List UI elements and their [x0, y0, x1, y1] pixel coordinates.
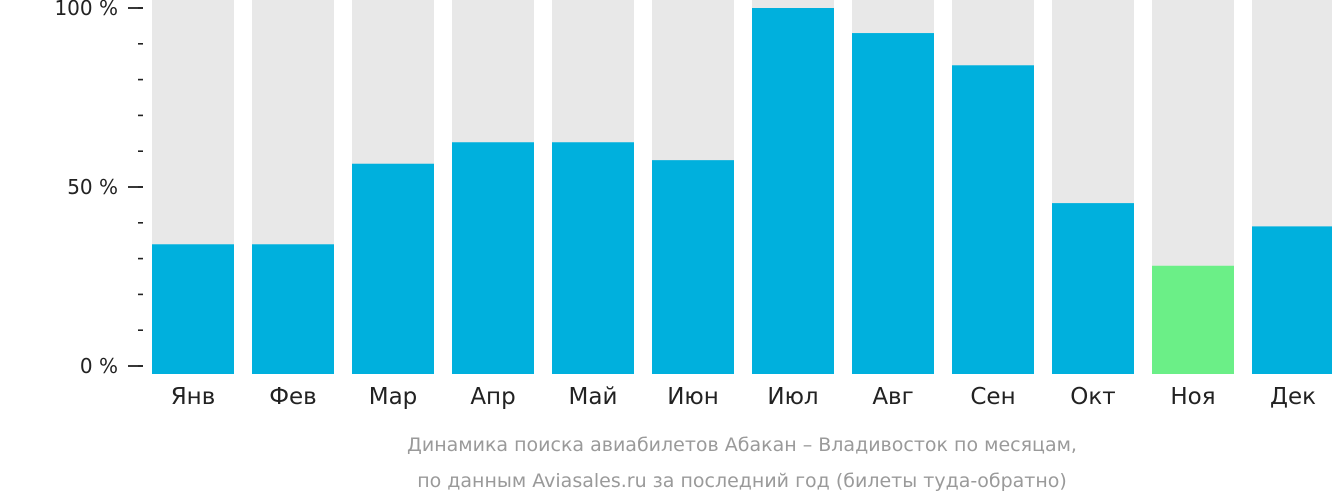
bar-10 — [1052, 203, 1134, 374]
bar-3 — [352, 163, 434, 374]
x-tick-label: Мар — [369, 384, 418, 410]
bar-9 — [952, 65, 1034, 374]
x-tick-label: Июл — [767, 384, 818, 410]
y-tick-label: 0 % — [80, 354, 118, 378]
bar-11 — [1152, 265, 1234, 374]
chart-caption: Динамика поиска авиабилетов Абакан – Вла… — [407, 434, 1077, 492]
y-tick-label: 100 % — [54, 0, 118, 20]
bar-8 — [852, 33, 934, 375]
bar-6 — [652, 160, 734, 374]
caption-line-2: по данным Aviasales.ru за последний год … — [417, 470, 1067, 492]
bar-1 — [152, 244, 234, 374]
x-tick-label: Ноя — [1170, 384, 1215, 410]
x-tick-label: Окт — [1070, 384, 1115, 410]
y-axis: 0 % 50 % 100 % — [54, 0, 143, 378]
x-tick-label: Авг — [872, 384, 913, 410]
x-tick-label: Янв — [171, 384, 216, 410]
x-tick-label: Дек — [1270, 384, 1316, 410]
x-tick-label: Май — [569, 384, 618, 410]
bar-12 — [1252, 226, 1332, 374]
x-tick-label: Фев — [269, 384, 317, 410]
bar-4 — [452, 142, 534, 374]
x-axis-labels: Янв Фев Мар Апр Май Июн Июл Авг Сен Окт Ноя Дек — [171, 384, 1316, 410]
bar-2 — [252, 244, 334, 374]
caption-line-1: Динамика поиска авиабилетов Абакан – Вла… — [407, 434, 1077, 456]
x-tick-label: Апр — [470, 384, 515, 410]
bar-5 — [552, 142, 634, 374]
x-tick-label: Сен — [970, 384, 1015, 410]
bar-7 — [752, 8, 834, 374]
x-tick-label: Июн — [667, 384, 719, 410]
y-tick-label: 50 % — [67, 175, 118, 199]
data-bars — [152, 8, 1332, 375]
